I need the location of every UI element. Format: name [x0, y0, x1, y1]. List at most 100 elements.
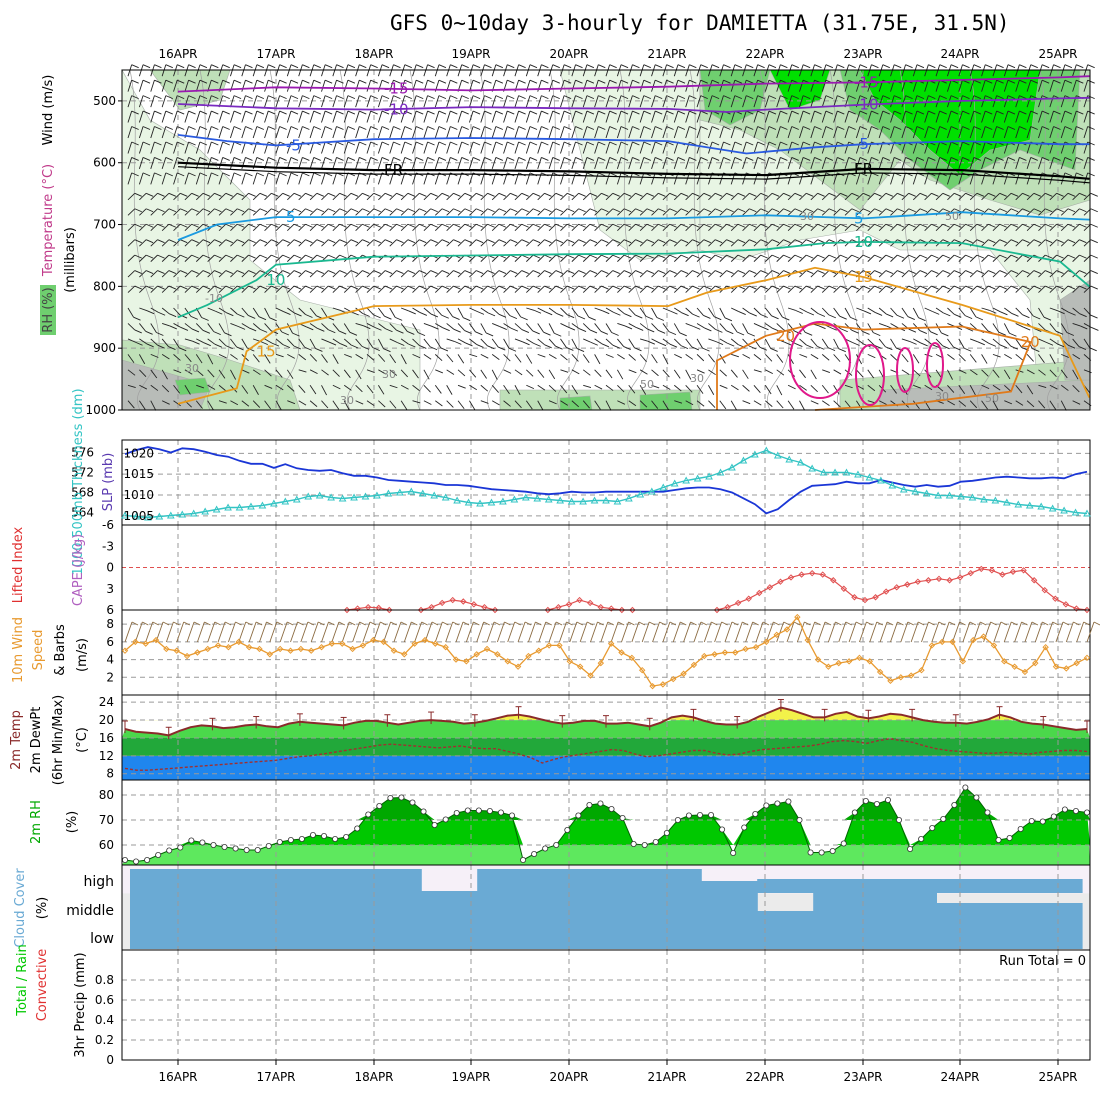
wind-barb-flag [1022, 192, 1030, 197]
wind-barb-staff [912, 80, 918, 92]
wind-barb-staff [264, 384, 273, 389]
wind-barb-flag [362, 313, 370, 317]
wind-barb-staff [389, 354, 397, 364]
precip-tick-label: 0.4 [95, 1013, 114, 1027]
lifted-index-point [470, 601, 478, 608]
wind-barb-flag [897, 254, 905, 259]
wind10-barb-flag [1000, 621, 1008, 626]
wind-barb-staff [571, 270, 579, 278]
cloud-high-bar [432, 891, 445, 893]
wind-barb-flag [726, 270, 734, 275]
wind-barb-staff [935, 172, 941, 185]
wind10-barb-flag [586, 621, 594, 626]
wind-barb-flag [555, 270, 564, 275]
wind-barb-staff [605, 239, 614, 247]
wind-barb-flag [498, 223, 507, 228]
wind-barb-staff [844, 110, 850, 123]
wind-barb-flag [191, 285, 199, 290]
thickness-point [304, 492, 313, 500]
wind-barb-flag [795, 343, 803, 347]
cloud-middle-bar [835, 893, 848, 921]
wind-barb-flag [282, 285, 290, 290]
wind-barb-staff [218, 323, 225, 334]
wind-barb-flag [794, 192, 803, 197]
wind-barb-flag [541, 79, 549, 84]
wind-barb-flag [612, 192, 620, 197]
wind-barb-flag [485, 332, 494, 337]
wind10-barb-flag [214, 621, 221, 626]
precip-tick-label: 0.2 [95, 1033, 114, 1047]
wind-barb-flag [1053, 126, 1061, 130]
wind-barb-flag [962, 110, 970, 115]
wind-barb-staff [878, 338, 886, 348]
wind10-speed-point [845, 658, 853, 665]
wind-barb-staff [730, 323, 738, 333]
wind-barb-staff [707, 110, 713, 123]
wind10-barb-flag [824, 621, 832, 626]
wind10-speed-point [711, 651, 718, 658]
wind-barb-flag [248, 285, 256, 290]
wind-barb-staff [355, 80, 360, 92]
wind-barb-staff [1003, 141, 1009, 154]
wind-barb-staff [343, 157, 349, 170]
wind-barb-staff [469, 307, 478, 312]
cloud-low-bar [477, 921, 489, 949]
wind-barb-staff [434, 285, 443, 293]
cloud-high-bar [768, 879, 781, 893]
cloud-middle-bar [589, 893, 601, 921]
wind-barb-staff [286, 172, 292, 185]
wind-barb-staff [1072, 400, 1081, 405]
wind-barb-staff [1072, 270, 1080, 278]
wind-barb-flag [976, 208, 985, 213]
thickness-point [338, 494, 347, 502]
wind-barb-flag [567, 192, 575, 197]
wind-barb-staff [731, 353, 739, 358]
wind-barb-flag [566, 347, 574, 351]
wind-barb-staff [1015, 80, 1020, 92]
wind-barb-flag [248, 327, 257, 332]
cloud-middle-bar [499, 893, 512, 921]
wind-barb-staff [423, 353, 432, 360]
wind10-barb [734, 621, 743, 643]
wind-barb-staff [605, 141, 611, 154]
wind-barb-staff [1049, 95, 1054, 108]
cloud-middle-bar [622, 893, 635, 921]
wind-barb-staff [912, 208, 921, 216]
wind-barb-staff [981, 285, 989, 293]
cloud-middle-bar [466, 893, 478, 921]
rh2m-point [376, 803, 383, 810]
precip-tick-label: 0.8 [95, 973, 114, 987]
wind-barb-flag [825, 110, 834, 115]
wind-barb-flag [601, 208, 609, 213]
wind-barb-flag [862, 223, 871, 228]
cloud-middle-bar [510, 893, 523, 921]
wind10-barb-flag [969, 621, 977, 626]
cloud-middle-bar [914, 893, 926, 921]
wind-barb-flag [556, 312, 564, 317]
wind-barb-staff [776, 385, 783, 396]
wind-barb-flag [339, 239, 347, 244]
wind-barb-flag [370, 157, 378, 161]
wind-barb-flag [931, 285, 939, 290]
wind-barb-staff [446, 126, 451, 139]
wind-barb-flag [1022, 285, 1030, 290]
wind-barb-staff [548, 369, 556, 380]
wind-barb-staff [526, 239, 534, 247]
thickness-point [178, 510, 187, 518]
cloud-low-bar [869, 921, 881, 949]
wind10-barb [1055, 621, 1064, 643]
wind-barb-staff [457, 141, 463, 154]
wind-barb-staff [525, 126, 531, 139]
rh2m-point [663, 830, 670, 837]
wind10-speed-point [825, 663, 832, 670]
wind-barb-staff [890, 385, 897, 394]
wind-barb-staff [457, 338, 466, 344]
wind-barb-staff [651, 110, 656, 123]
wind-barb-flag [635, 208, 643, 213]
wind-barb-staff [275, 95, 281, 108]
wind-barb-staff [947, 192, 955, 201]
wind-barb-flag [131, 110, 139, 115]
wind-barb-flag [373, 314, 381, 319]
wind-barb-flag [222, 110, 230, 115]
wind-barb-flag [487, 312, 496, 317]
